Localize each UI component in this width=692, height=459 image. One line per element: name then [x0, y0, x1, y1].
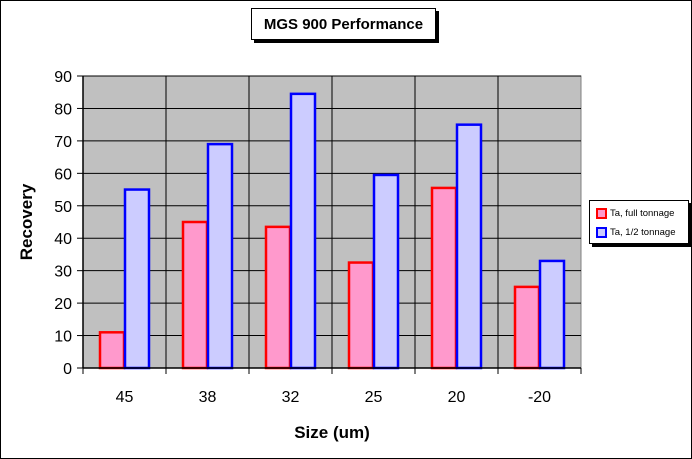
- y-axis-title: Recovery: [17, 183, 36, 260]
- x-axis-title: Size (um): [294, 423, 370, 442]
- y-tick-label: 80: [54, 101, 72, 118]
- y-tick-label: 20: [54, 296, 72, 313]
- x-tick-label: 20: [448, 389, 466, 406]
- x-tick-label: 38: [199, 389, 217, 406]
- legend: Ta, full tonnage Ta, 1/2 tonnage: [589, 200, 689, 244]
- x-tick-labels: 45 38 32 25 20 -20: [116, 389, 552, 406]
- y-tick-label: 10: [54, 329, 72, 346]
- chart-title: MGS 900 Performance: [251, 8, 436, 40]
- legend-swatch-half-tonnage: [596, 226, 607, 238]
- bar-half-tonnage-4: [455, 123, 483, 370]
- y-tick-label: 0: [63, 361, 72, 378]
- bar-full-tonnage-5: [513, 285, 541, 370]
- legend-item-full-tonnage: Ta, full tonnage: [596, 207, 674, 219]
- legend-label-half-tonnage: Ta, 1/2 tonnage: [610, 226, 676, 238]
- x-tick-label: -20: [528, 389, 551, 406]
- y-tick-labels: 0 10 20 30 40 50 60 70 80 90: [54, 69, 72, 378]
- x-tick-label: 32: [282, 389, 300, 406]
- y-tick-label: 40: [54, 231, 72, 248]
- bar-half-tonnage-1: [206, 142, 234, 370]
- x-tick-label: 45: [116, 389, 134, 406]
- x-tick-label: 25: [365, 389, 383, 406]
- bar-half-tonnage-0: [123, 188, 151, 370]
- bar-full-tonnage-0: [98, 331, 126, 370]
- legend-swatch-full-tonnage: [596, 207, 607, 219]
- gridlines: [83, 75, 581, 368]
- y-tick-label: 60: [54, 166, 72, 183]
- bar-full-tonnage-2: [264, 225, 292, 370]
- bar-half-tonnage-3: [372, 173, 400, 370]
- y-tick-label: 70: [54, 134, 72, 151]
- axes: [77, 75, 582, 374]
- y-tick-label: 90: [54, 69, 72, 86]
- bar-half-tonnage-2: [289, 92, 317, 370]
- y-tick-label: 30: [54, 264, 72, 281]
- bar-half-tonnage-5: [538, 259, 566, 370]
- bar-full-tonnage-4: [430, 186, 458, 370]
- bar-full-tonnage-3: [347, 261, 375, 370]
- legend-label-full-tonnage: Ta, full tonnage: [610, 207, 675, 219]
- bar-full-tonnage-1: [181, 220, 209, 370]
- y-tick-label: 50: [54, 199, 72, 216]
- legend-item-half-tonnage: Ta, 1/2 tonnage: [596, 226, 676, 238]
